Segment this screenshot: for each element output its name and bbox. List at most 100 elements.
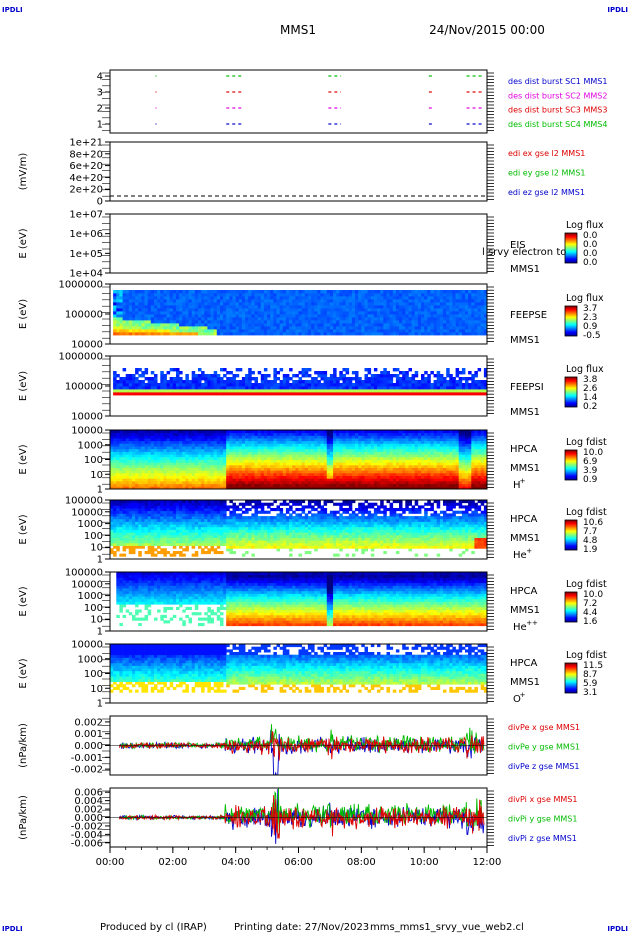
feepsi-colorbar [565,377,577,407]
hpca_he-spectrogram [110,500,487,557]
edi-ytick-label: 2e+20 [69,185,103,196]
footer-filename: mms_mms1_srvy_vue_web2.cl [370,922,524,933]
hpca_h-colorbar [565,450,577,480]
burst-legend-entry: des dist burst SC2 MMS2 [508,91,607,100]
hpca_hepp-species-label: He [513,622,527,633]
eis-colorbar-title: Log flux [566,220,604,231]
hpca_he-ytick-label: 10 [90,543,103,554]
divpi-legend-entry: divPi z gse MMS1 [508,834,577,843]
edi-frame [110,142,487,201]
time-axis-label: 02:00 [158,857,187,868]
hpca_o-ytick-label: 100 [84,669,103,680]
edi-legend-entry: edi ex gse l2 MMS1 [508,149,585,158]
divpi-legend-entry: divPi y gse MMS1 [508,815,577,824]
hpca_hepp-colorbar-title: Log fdist [566,579,607,590]
edi-ytick-label: 6e+20 [69,161,103,172]
hpca_he-ylabel: E (eV) [18,514,29,544]
eis-spacecraft-label: MMS1 [510,264,540,275]
hpca_he-colorbar-title: Log fdist [566,507,607,518]
time-axis-label: 06:00 [284,857,313,868]
hpca_he-ytick-label: 10000 [71,507,103,518]
time-axis-label: 00:00 [96,857,125,868]
hpca_hepp-spacecraft-label: MMS1 [510,605,540,616]
eis-overlay-text: l srvy electron to [482,247,566,258]
hpca_o-instrument-label: HPCA [510,658,538,669]
feepsi-ylabel: E (eV) [18,371,29,401]
burst-ytick-label: 3 [97,88,103,99]
hpca_o-colorbar [565,663,577,693]
time-axis-label: 10:00 [410,857,439,868]
hpca_he-ytick-label: 1000 [78,519,103,530]
eis-ytick-label: 1e+06 [69,229,103,240]
hpca_o-spacecraft-label: MMS1 [510,677,540,688]
feepse-colorbar-title: Log flux [566,293,604,304]
divpe-ytick-label: -0.001 [71,753,103,764]
feepse-colorbar-tick: -0.5 [583,331,601,341]
edi-ytick-label: 1e+21 [69,138,103,149]
hpca_he-ytick-label: 1 [97,555,103,566]
hpca_h-species-charge: + [520,477,526,485]
eis-ytick-label: 1e+07 [69,210,103,221]
feepse-instrument-label: FEEPSE [510,310,547,321]
divpi-series-x [119,795,484,838]
feepsi-colorbar-tick: 0.2 [583,402,597,412]
feepsi-spectrogram [113,368,487,395]
burst-ytick-label: 1 [97,120,103,131]
hpca_h-ytick-label: 1000 [78,440,103,451]
hpca_he-ytick-label: 100 [84,531,103,542]
hpca_o-species-charge: + [520,691,526,699]
feepse-spectrogram [113,290,487,335]
divpe-series-z [119,730,484,775]
hpca_hepp-colorbar [565,592,577,622]
hpca_o-ytick-label: 10 [90,684,103,695]
divpe-ytick-label: -0.002 [71,765,103,776]
feepsi-ytick-label: 1000000 [58,352,103,363]
hpca_h-ytick-label: 10 [90,470,103,481]
edi-legend-entry: edi ez gse l2 MMS1 [508,188,585,197]
edi-ytick-label: 4e+20 [69,173,103,184]
plot-date: 24/Nov/2015 00:00 [429,23,545,37]
divpe-ytick-label: 0.002 [74,717,103,728]
divpi-legend-entry: divPi x gse MMS1 [508,795,577,804]
hpca_h-instrument-label: HPCA [510,444,538,455]
hpca_h-ytick-label: 100 [84,455,103,466]
feepsi-ytick-label: 10000 [71,412,103,423]
eis-colorbar-tick: 0.0 [583,258,598,268]
edi-ytick-label: 0 [97,197,103,208]
hpca_o-ytick-label: 1000 [78,654,103,665]
time-axis-label: 08:00 [347,857,376,868]
hpca_o-ytick-label: 1 [97,699,103,710]
feepse-ytick-label: 1000000 [58,280,103,291]
feepse-ytick-label: 100000 [65,310,103,321]
hpca_hepp-species-charge: ++ [526,619,538,627]
time-axis-label: 04:00 [221,857,250,868]
hpca_he-instrument-label: HPCA [510,514,538,525]
hpca_o-ytick-label: 10000 [71,640,103,651]
hpca_hepp-ytick-label: 10000 [71,579,103,590]
hpca_h-ytick-label: 10000 [71,426,103,437]
burst-legend-entry: des dist burst SC4 MMS4 [508,120,607,129]
hpca_hepp-ytick-label: 100000 [65,568,103,579]
hpca_hepp-ytick-label: 1 [97,627,103,638]
divpi-ytick-label: 0.006 [74,788,103,799]
hpca_h-colorbar-title: Log fdist [566,437,607,448]
corner-label-top-left: IPDLI [2,6,23,14]
hpca_o-spectrogram [110,644,487,693]
hpca_h-colorbar-tick: 0.9 [583,475,598,485]
edi-ytick-label: 8e+20 [69,149,103,160]
burst-legend-entry: des dist burst SC3 MMS3 [508,106,607,115]
divpi-ylabel: (nPa/km) [18,795,29,840]
edi-ylabel: (mV/m) [18,153,29,191]
divpe-legend-entry: divPe x gse MMS1 [508,723,580,732]
footer-printing-date: Printing date: 27/Nov/2023 [234,922,369,933]
eis-colorbar [565,233,577,263]
hpca_he-spacecraft-label: MMS1 [510,533,540,544]
hpca_he-colorbar [565,520,577,550]
divpe-ytick-label: 0.000 [74,741,103,752]
hpca_h-ylabel: E (eV) [18,444,29,474]
time-axis-label: 12:00 [473,857,502,868]
edi-legend-entry: edi ey gse l2 MMS1 [508,169,586,178]
hpca_h-ytick-label: 1 [97,485,103,496]
